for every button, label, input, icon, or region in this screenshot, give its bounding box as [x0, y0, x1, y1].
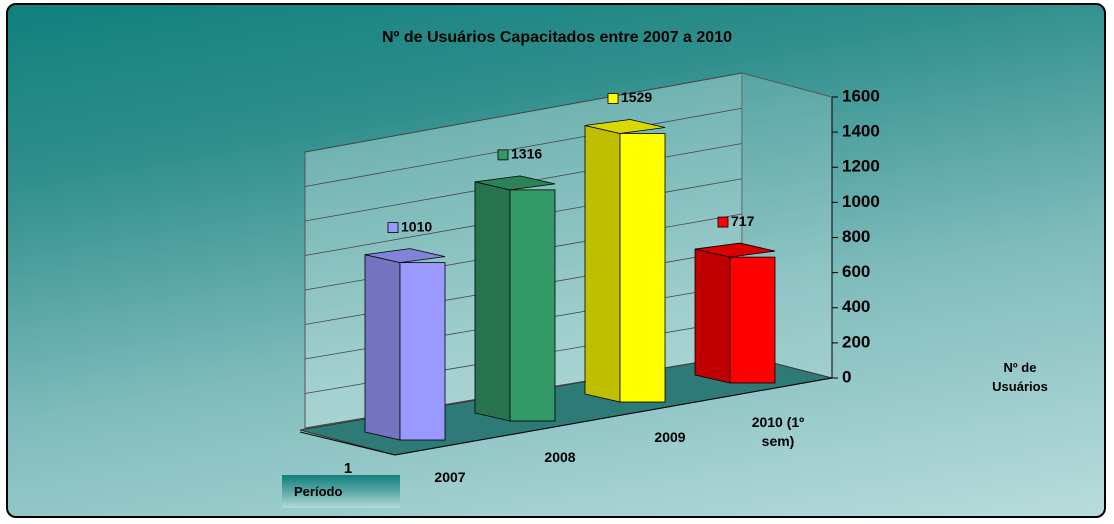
value-label-key — [607, 93, 619, 104]
depth-axis — [299, 431, 396, 456]
y-tick-label: 1600 — [842, 86, 880, 105]
side-top-edge — [741, 72, 833, 98]
y-tick-label: 800 — [842, 227, 870, 246]
x-tick-label: 2010 (1º sem) — [751, 414, 805, 449]
grid-line — [304, 107, 743, 187]
bar — [584, 119, 666, 403]
y-tick-label: 600 — [842, 262, 870, 281]
series-name: 1 — [343, 460, 353, 477]
bar-front — [729, 256, 776, 384]
value-label-key — [387, 222, 399, 234]
bar-front — [619, 133, 666, 403]
x-tick-label: 2009 — [654, 429, 686, 445]
bar-front — [399, 262, 446, 441]
bar-top — [694, 242, 776, 258]
bar — [364, 248, 446, 441]
bar-front — [509, 189, 556, 422]
grid-line — [304, 72, 743, 153]
bar — [474, 175, 556, 422]
y-tick-label: 400 — [842, 297, 870, 316]
bar-side — [364, 254, 401, 441]
value-label-key — [497, 149, 509, 161]
bar-side — [694, 248, 731, 384]
value-label-key — [717, 216, 729, 228]
bar-top — [364, 248, 446, 264]
chart-area — [6, 3, 1106, 518]
y-tick-label: 200 — [842, 332, 870, 351]
x-axis-label: Período — [282, 475, 400, 508]
y-tick-label: 1000 — [842, 192, 880, 211]
x-tick-label: 2007 — [434, 469, 466, 485]
y-tick-label: 1400 — [842, 122, 880, 141]
bar-top — [474, 175, 556, 191]
y-tick-label: 1200 — [842, 157, 880, 176]
chart-title: Nº de Usuários Capacitados entre 2007 a … — [382, 29, 732, 46]
value-label: 717 — [731, 213, 755, 229]
bar-side — [474, 181, 511, 422]
bar — [694, 242, 776, 384]
x-axis — [394, 377, 833, 456]
value-label: 1316 — [511, 146, 542, 162]
value-label: 1529 — [621, 89, 652, 105]
x-tick-label: 2008 — [544, 449, 576, 465]
bar-side — [584, 124, 621, 403]
bar-top — [584, 119, 666, 134]
value-label: 1010 — [401, 218, 432, 234]
y-tick-label: 0 — [842, 367, 851, 386]
y-axis-label: Nº de Usuários — [992, 360, 1048, 394]
